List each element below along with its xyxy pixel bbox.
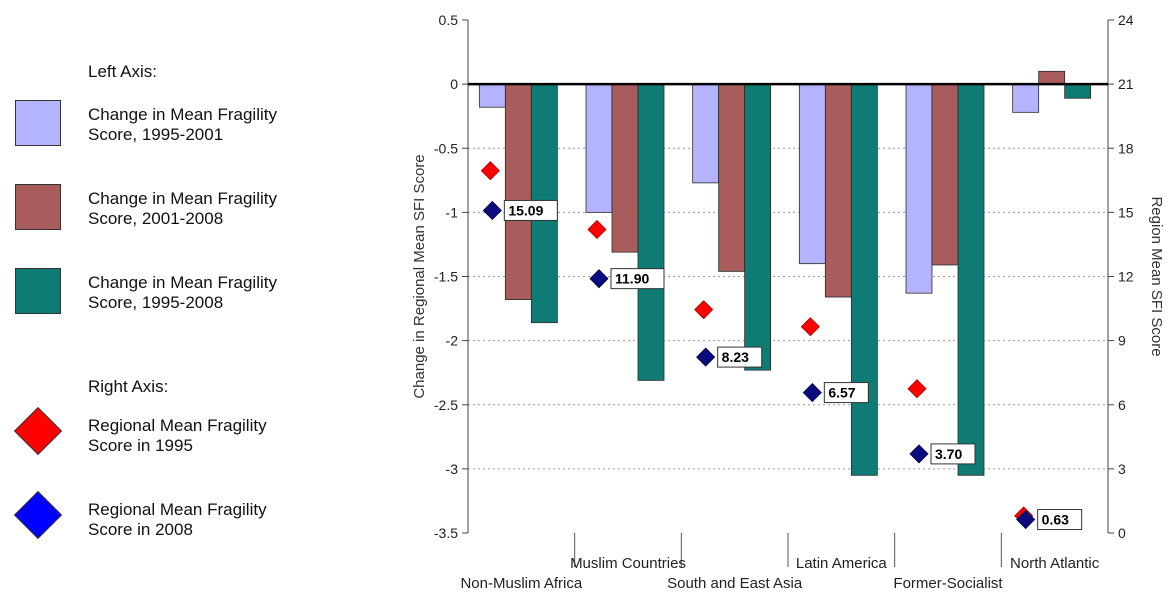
left-tick-label: 0.5 [439, 12, 459, 28]
left-tick-label: -2 [446, 333, 459, 349]
right-tick-label: 6 [1118, 397, 1126, 413]
legend-item-1995-2001: Change in Mean Fragility Score, 1995-200… [0, 100, 360, 160]
data-label: 11.90 [615, 271, 649, 287]
left-tick-label: 0 [450, 76, 458, 92]
data-label: 3.70 [935, 446, 962, 462]
bar [611, 83, 639, 253]
legend-label-1995-2001: Change in Mean Fragility Score, 1995-200… [88, 105, 277, 144]
left-tick-label: -1 [446, 204, 459, 220]
legend-label-2001-2008: Change in Mean Fragility Score, 2001-200… [88, 189, 277, 228]
diamond-marker [480, 161, 500, 181]
legend-swatch-1995-2008 [15, 268, 61, 314]
bar [744, 83, 772, 371]
left-tick-label: -3 [446, 461, 459, 477]
right-tick-label: 18 [1118, 140, 1134, 156]
bar [1012, 83, 1040, 113]
bar [585, 83, 613, 213]
right-tick-label: 21 [1118, 76, 1134, 92]
legend-label-1995-2008: Change in Mean Fragility Score, 1995-200… [88, 273, 277, 312]
bar [957, 83, 985, 476]
left-tick-label: -1.5 [434, 269, 458, 285]
data-label: 0.63 [1042, 512, 1069, 528]
category-label: Former-Socialist [893, 575, 1003, 592]
category-label: Muslim Countries [570, 555, 686, 572]
left-tick-label: -2.5 [434, 397, 458, 413]
legend-swatch-1995-2001 [15, 100, 61, 146]
data-label-box [610, 268, 665, 290]
bar [478, 83, 506, 108]
legend-item-2001-2008: Change in Mean Fragility Score, 2001-200… [0, 184, 360, 244]
diamond-marker [802, 383, 822, 403]
diamond-marker [907, 379, 927, 399]
bar [504, 83, 532, 300]
legend-left-axis-heading: Left Axis: [88, 62, 157, 81]
bar [1064, 83, 1092, 99]
diamond-marker [482, 200, 502, 221]
bar [850, 83, 878, 476]
left-tick-label: -0.5 [434, 140, 458, 156]
right-tick-label: 3 [1118, 461, 1126, 477]
legend-swatch-2001-2008 [15, 184, 61, 230]
bar [637, 83, 665, 381]
data-label: 6.57 [828, 385, 855, 401]
bar [718, 83, 746, 272]
legend: Left Axis: Change in Mean Fragility Scor… [0, 0, 360, 592]
bar [824, 83, 852, 298]
bar [905, 83, 933, 294]
data-label-box [930, 443, 976, 465]
y2-axis-title: Region Mean SFI Score [1148, 196, 1165, 356]
category-label: Non-Muslim Africa [460, 575, 582, 592]
data-label: 8.23 [722, 349, 749, 365]
legend-right-axis-heading: Right Axis: [88, 377, 169, 396]
legend-label-score-2008: Regional Mean Fragility Score in 2008 [88, 500, 267, 539]
bar [692, 83, 720, 184]
data-label-box [503, 199, 558, 221]
diamond-marker [589, 269, 609, 289]
data-label: 15.09 [508, 202, 543, 218]
diamond-marker [694, 300, 714, 320]
right-tick-label: 15 [1118, 204, 1134, 220]
bar [931, 83, 959, 266]
right-tick-label: 9 [1118, 333, 1126, 349]
right-tick-label: 24 [1118, 12, 1134, 28]
legend-item-score-1995: Regional Mean Fragility Score in 1995 [0, 406, 360, 468]
right-tick-label: 12 [1118, 269, 1134, 285]
diamond-marker [909, 444, 929, 464]
category-label: Latin America [796, 555, 888, 572]
y-axis-title: Change in Regional Mean SFI Score [411, 154, 428, 398]
category-label: South and East Asia [667, 575, 803, 592]
diamond-marker [587, 219, 607, 240]
legend-item-score-2008: Regional Mean Fragility Score in 2008 [0, 490, 360, 552]
diamond-marker [1016, 509, 1036, 530]
category-label: North Atlantic [1010, 555, 1100, 572]
legend-label-score-1995: Regional Mean Fragility Score in 1995 [88, 416, 267, 455]
left-tick-label: -3.5 [434, 525, 458, 541]
diamond-marker [800, 317, 820, 337]
bar [798, 83, 826, 265]
right-tick-label: 0 [1118, 525, 1126, 541]
legend-item-1995-2008: Change in Mean Fragility Score, 1995-200… [0, 268, 360, 328]
data-label-box [1037, 509, 1083, 531]
bar [1038, 70, 1066, 85]
diamond-marker [696, 347, 716, 367]
data-label-box [717, 346, 763, 368]
data-label-box [823, 382, 869, 404]
